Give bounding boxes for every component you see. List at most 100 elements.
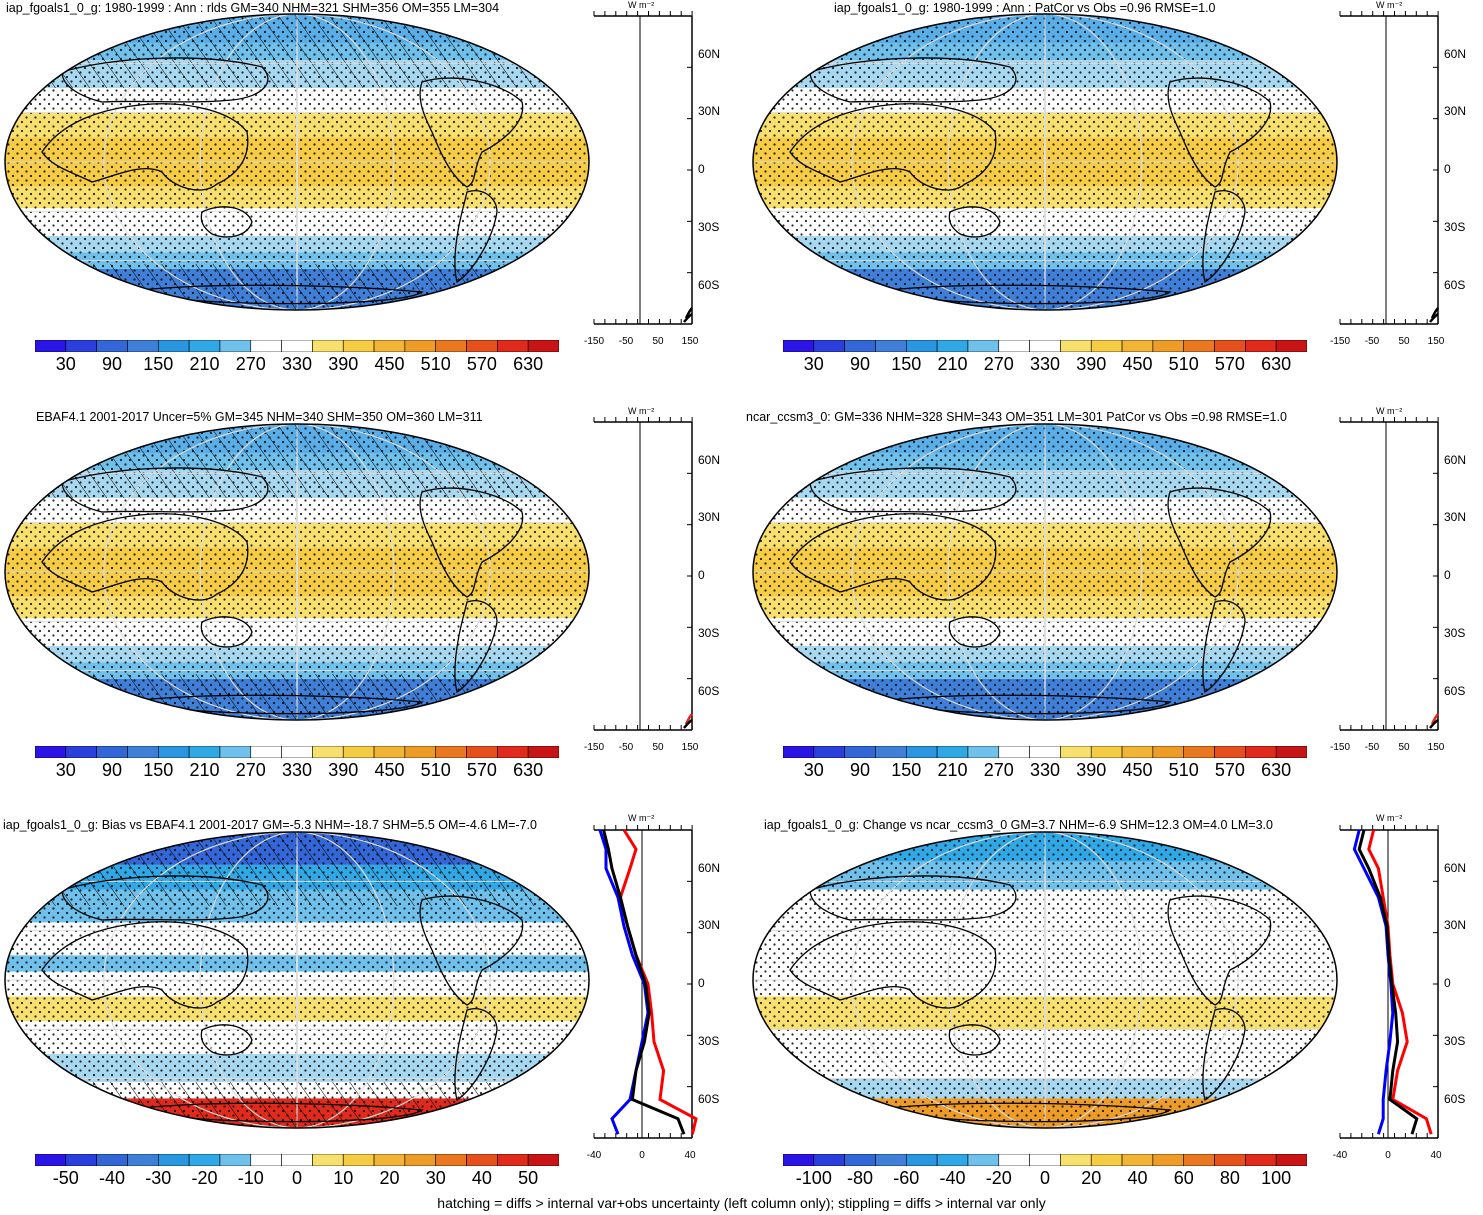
colorbar-box xyxy=(1275,1154,1307,1166)
colorbar-label: 270 xyxy=(235,760,266,780)
graticule-meridian xyxy=(1044,14,1046,310)
colorbar-box xyxy=(342,1154,375,1166)
colorbar-box xyxy=(373,1154,406,1166)
profile-x-tick-label: -150 xyxy=(1329,336,1351,347)
colorbar-label: 390 xyxy=(328,354,359,374)
colorbar-box xyxy=(998,340,1030,352)
colorbar-label: 80 xyxy=(1219,1168,1240,1188)
panel-title: iap_fgoals1_0_g: Bias vs EBAF4.1 2001-20… xyxy=(3,818,537,832)
continent-outline xyxy=(869,694,1172,715)
colorbar-box xyxy=(1090,340,1123,352)
colorbar-label: 450 xyxy=(374,760,405,780)
continent-outline xyxy=(809,467,1017,513)
colorbar-box xyxy=(96,340,128,352)
colorbar-label: 270 xyxy=(983,760,1014,780)
profile-unit-label: W m⁻² xyxy=(1376,0,1403,10)
colorbar-box xyxy=(967,340,1000,352)
colorbar-label: 90 xyxy=(850,354,871,374)
continent-outline xyxy=(419,487,524,598)
latitude-label: 60S xyxy=(698,277,720,292)
continent-outline xyxy=(948,206,1001,238)
profile-x-tick-label: 0 xyxy=(1385,1150,1391,1161)
continent-outline xyxy=(869,284,1172,305)
colorbar-box xyxy=(342,746,375,758)
colorbar-box xyxy=(936,746,969,758)
colorbar-label: 570 xyxy=(1214,760,1245,780)
continent-outline xyxy=(454,600,498,694)
colorbar-label: -40 xyxy=(99,1168,126,1188)
panel-title: ncar_ccsm3_0: GM=336 NHM=328 SHM=343 OM=… xyxy=(746,410,1287,424)
latitude-label: 0 xyxy=(1444,976,1451,990)
colorbar-box xyxy=(813,746,845,758)
panel-title: iap_fgoals1_0_g: 1980-1999 : Ann : rlds … xyxy=(6,1,500,15)
colorbar-label: 510 xyxy=(420,760,451,780)
colorbar-box xyxy=(373,340,406,352)
colorbar-label: 450 xyxy=(374,354,405,374)
colorbar-label: -40 xyxy=(939,1168,966,1188)
colorbar-4 xyxy=(783,746,1307,758)
colorbar-label: 150 xyxy=(891,760,922,780)
profile-line-black xyxy=(1357,829,1419,1135)
colorbar-box xyxy=(404,340,437,352)
colorbar-box xyxy=(65,746,97,758)
colorbar-label: 330 xyxy=(1029,760,1061,780)
colorbar-box xyxy=(35,746,67,758)
profile-x-tick-label: 40 xyxy=(1430,1150,1442,1161)
colorbar-box xyxy=(188,746,221,758)
colorbar-box xyxy=(1275,340,1307,352)
colorbar-box xyxy=(342,340,375,352)
graticule-meridian xyxy=(199,14,395,310)
latitude-label: 60N xyxy=(1444,452,1467,467)
colorbar-label: 210 xyxy=(189,760,220,780)
colorbar-label: 210 xyxy=(937,354,968,374)
colorbar-label: 570 xyxy=(1214,354,1245,374)
colorbar-box xyxy=(96,746,128,758)
profile-line xyxy=(1429,312,1439,323)
colorbar-box xyxy=(127,746,159,758)
colorbar-label: 630 xyxy=(513,760,544,780)
colorbar-box xyxy=(1245,746,1277,758)
graticule-meridian xyxy=(851,424,1239,720)
colorbar-box xyxy=(219,1154,252,1166)
colorbar-box xyxy=(967,1154,1000,1166)
colorbar-box xyxy=(157,340,190,352)
colorbar-box xyxy=(527,746,559,758)
continent-outline xyxy=(41,921,249,1009)
latitude-label: 30S xyxy=(698,625,720,640)
latitude-label: 30S xyxy=(698,1033,720,1048)
colorbar-label: 450 xyxy=(1122,354,1153,374)
latitude-label: 30N xyxy=(698,918,721,933)
colorbar-box xyxy=(281,340,313,352)
profile-x-tick-label: -50 xyxy=(618,336,634,347)
profile-x-tick-label: -50 xyxy=(1364,336,1380,347)
colorbar-label: 450 xyxy=(1122,760,1153,780)
map-panel-3 xyxy=(4,423,590,721)
continent-outline xyxy=(419,895,524,1006)
colorbar-box xyxy=(1183,340,1215,352)
colorbar-label: -80 xyxy=(847,1168,874,1188)
colorbar-box xyxy=(1090,1154,1123,1166)
colorbar-label: 150 xyxy=(143,354,174,374)
colorbar-label: 30 xyxy=(803,354,824,374)
colorbar-box xyxy=(875,1154,907,1166)
continent-outline xyxy=(948,1024,1001,1056)
latitude-label: 60S xyxy=(1444,277,1466,292)
continent-outline xyxy=(1202,1008,1246,1102)
profile-line xyxy=(1430,307,1439,319)
colorbar-box xyxy=(1121,1154,1154,1166)
colorbar-label: 100 xyxy=(1261,1168,1292,1188)
colorbar-label: 60 xyxy=(1173,1168,1194,1188)
profile-x-tick-label: 150 xyxy=(1427,336,1445,347)
map-border xyxy=(752,423,1338,721)
continent-outline xyxy=(41,513,249,601)
colorbar-box xyxy=(1183,1154,1215,1166)
latitude-label: 60N xyxy=(698,860,721,875)
zonal-profile-2 xyxy=(1339,11,1439,325)
colorbar-box xyxy=(35,340,67,352)
colorbar-box xyxy=(404,746,437,758)
profile-unit-label: W m⁻² xyxy=(628,406,655,416)
latitude-label: 30S xyxy=(698,219,720,234)
colorbar-label: 630 xyxy=(1261,354,1292,374)
latitude-label: 60S xyxy=(1444,683,1466,698)
continent-outline xyxy=(789,921,997,1009)
